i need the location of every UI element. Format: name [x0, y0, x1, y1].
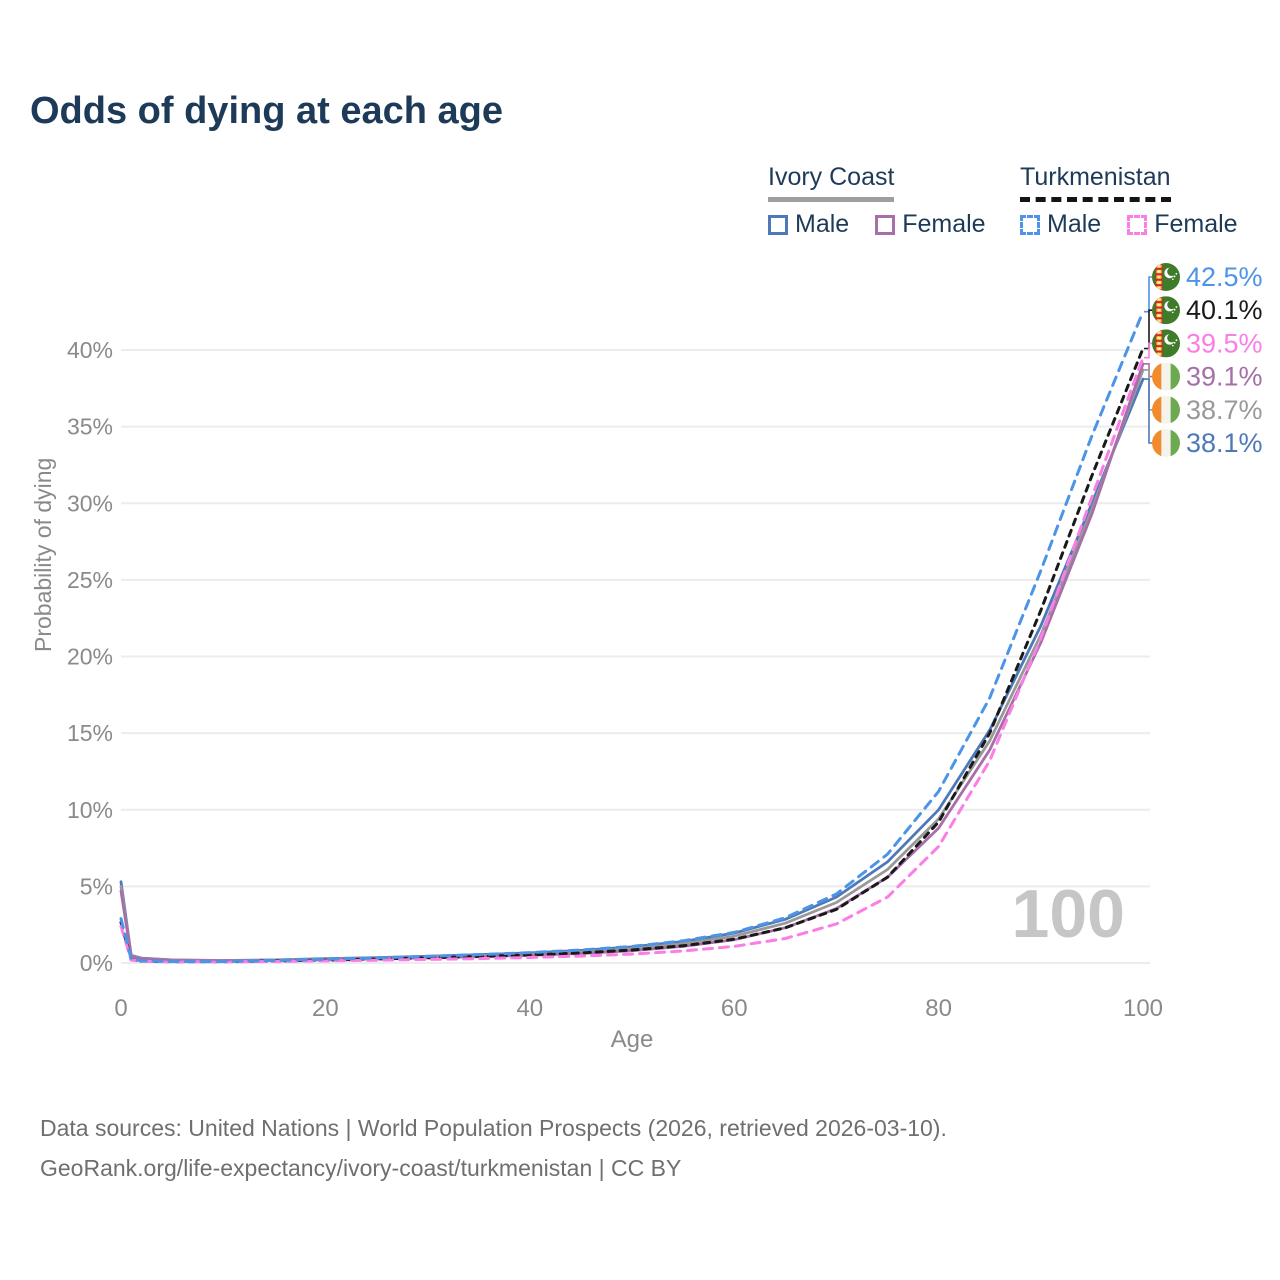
legend-swatch-turkmenistan-male: [1020, 214, 1040, 235]
legend-label: Female: [1154, 210, 1238, 238]
end-label-value: 40.1%: [1186, 295, 1263, 325]
end-label-connector: [1144, 342, 1152, 359]
legend-swatch-turkmenistan-female: [1127, 214, 1148, 235]
end-label-value: 42.5%: [1186, 262, 1263, 292]
series-line-ivory-coast-female: [119, 362, 1145, 963]
x-tick-label: 20: [312, 995, 339, 1022]
flag-icon-turkmenistan: [1152, 263, 1180, 291]
y-tick-label: 40%: [67, 337, 113, 363]
end-label-value: 38.7%: [1186, 395, 1263, 425]
series-line-ivory-coast-male: [119, 377, 1145, 962]
legend-group-ivory-coast: Ivory Coast Male Female: [768, 163, 986, 239]
legend-country-turkmenistan: Turkmenistan: [1020, 163, 1171, 202]
y-tick-label: 15%: [67, 720, 113, 746]
x-tick-label: 60: [721, 995, 748, 1022]
x-axis-title: Age: [610, 1026, 654, 1053]
flag-icon-ivory-coast: [1152, 395, 1180, 424]
legend-swatch-ivory-coast-female: [875, 214, 896, 235]
flag-icon-turkmenistan: [1152, 329, 1180, 358]
x-tick-label: 100: [1123, 995, 1163, 1022]
y-tick-label: 30%: [67, 490, 113, 516]
end-label-value: 38.1%: [1186, 428, 1263, 458]
series-line-turkmenistan-female: [119, 356, 1145, 964]
end-label-connector: [1144, 276, 1152, 313]
series-line-turkmenistan-both: [119, 347, 1145, 964]
y-axis-title: Probability of dying: [30, 457, 56, 652]
page-title: Odds of dying at each age: [30, 90, 503, 132]
y-tick-label: 0%: [80, 950, 113, 976]
x-tick-label: 80: [925, 995, 952, 1022]
y-tick-label: 5%: [80, 873, 113, 899]
data-sources-text: Data sources: United Nations | World Pop…: [40, 1115, 947, 1141]
x-tick-label: 0: [114, 995, 127, 1022]
end-label-connector: [1144, 378, 1152, 444]
x-tick-label: 40: [516, 995, 543, 1022]
legend-label: Male: [795, 210, 850, 238]
legend-label: Male: [1047, 210, 1102, 238]
legend-item-ivory-coast-female[interactable]: Female: [875, 210, 986, 239]
legend-item-ivory-coast-male[interactable]: Male: [768, 210, 849, 239]
y-tick-label: 25%: [67, 567, 113, 593]
legend-group-turkmenistan: Turkmenistan Male Female: [1020, 163, 1238, 239]
end-label-connector: [1144, 309, 1152, 350]
legend-label: Female: [902, 210, 986, 238]
flag-icon-ivory-coast: [1152, 429, 1180, 457]
y-tick-label: 10%: [67, 797, 113, 823]
legend-item-turkmenistan-male[interactable]: Male: [1020, 210, 1101, 239]
age-watermark: 100: [1011, 876, 1125, 952]
attribution-text: GeoRank.org/life-expectancy/ivory-coast/…: [40, 1155, 682, 1181]
y-tick-label: 35%: [67, 414, 113, 440]
series-line-ivory-coast-both: [119, 368, 1145, 963]
legend-swatch-ivory-coast-male: [768, 214, 788, 235]
series-line-turkmenistan-male: [119, 310, 1145, 963]
legend-item-turkmenistan-female[interactable]: Female: [1127, 210, 1238, 239]
legend-country-ivory-coast: Ivory Coast: [768, 163, 895, 202]
y-tick-label: 20%: [67, 644, 113, 670]
flag-icon-turkmenistan: [1152, 296, 1180, 325]
end-label-value: 39.1%: [1186, 362, 1263, 392]
footer: Data sources: United Nations | World Pop…: [40, 1108, 947, 1188]
end-label-value: 39.5%: [1186, 328, 1263, 358]
flag-icon-ivory-coast: [1152, 362, 1180, 391]
